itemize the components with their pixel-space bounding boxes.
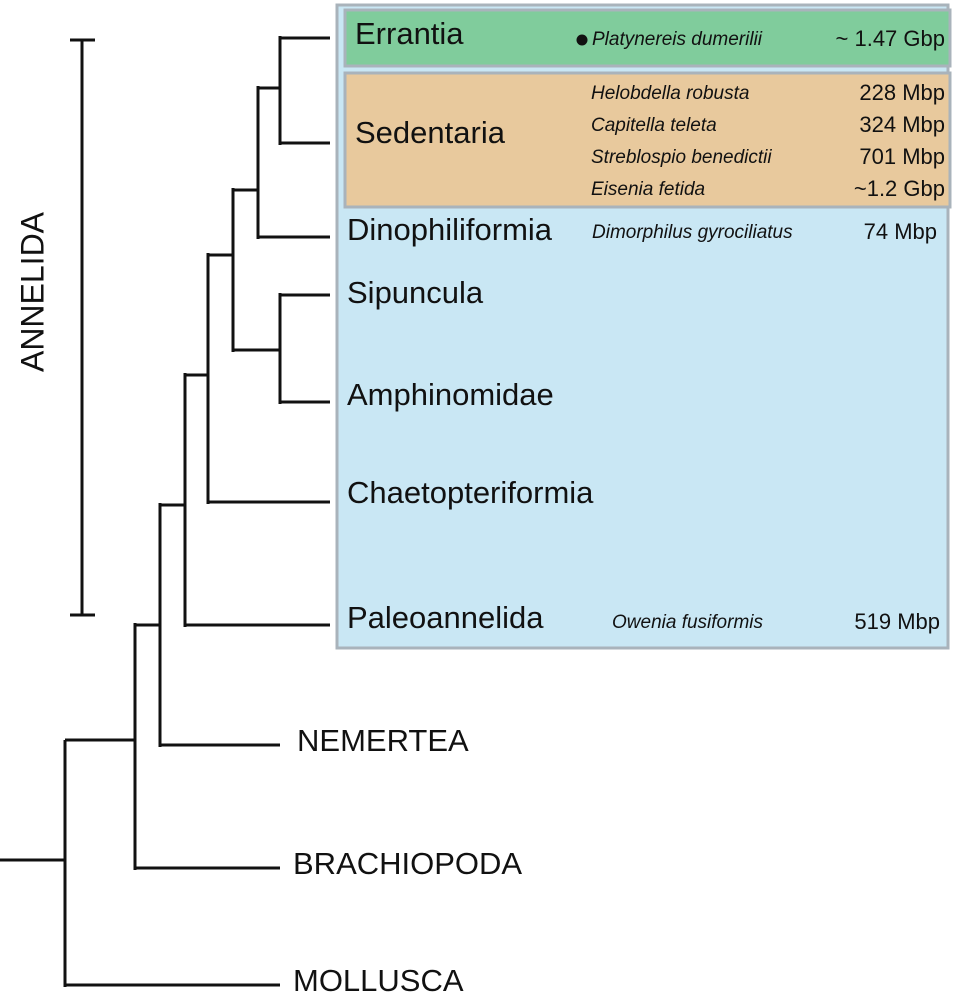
genome-size: ~ 1.47 Gbp — [836, 26, 945, 51]
taxon-label: Amphinomidae — [347, 377, 554, 412]
species-name: Platynereis dumerilii — [592, 29, 763, 50]
species-name: Owenia fusiformis — [612, 612, 763, 633]
outgroup-label: BRACHIOPODA — [293, 846, 522, 881]
species-name: Streblospio benedictii — [591, 147, 772, 168]
genome-size: ~1.2 Gbp — [854, 176, 945, 201]
species-name: Dimorphilus gyrociliatus — [592, 222, 793, 243]
species-name: Eisenia fetida — [591, 179, 705, 200]
genome-size: 701 Mbp — [859, 144, 945, 169]
species-name: Capitella teleta — [591, 115, 717, 136]
outgroup-label: NEMERTEA — [297, 723, 469, 758]
genome-size: 324 Mbp — [859, 112, 945, 137]
clade-label: ANNELIDA — [14, 211, 50, 372]
taxon-label: Errantia — [355, 16, 464, 51]
bullet — [576, 34, 588, 46]
genome-size: 519 Mbp — [854, 609, 940, 634]
taxon-label: Paleoannelida — [347, 600, 544, 635]
genome-size: 74 Mbp — [864, 219, 937, 244]
species-name: Helobdella robusta — [591, 83, 749, 104]
taxon-label: Sedentaria — [355, 115, 506, 150]
taxon-label: Chaetopteriformia — [347, 475, 594, 510]
tree-branches — [0, 36, 330, 987]
sedentaria-box — [343, 71, 952, 209]
taxon-label: Dinophiliformia — [347, 212, 553, 247]
errantia-box — [343, 8, 952, 68]
genome-size: 228 Mbp — [859, 80, 945, 105]
taxon-label: Sipuncula — [347, 275, 484, 310]
outgroup-label: MOLLUSCA — [293, 963, 464, 998]
